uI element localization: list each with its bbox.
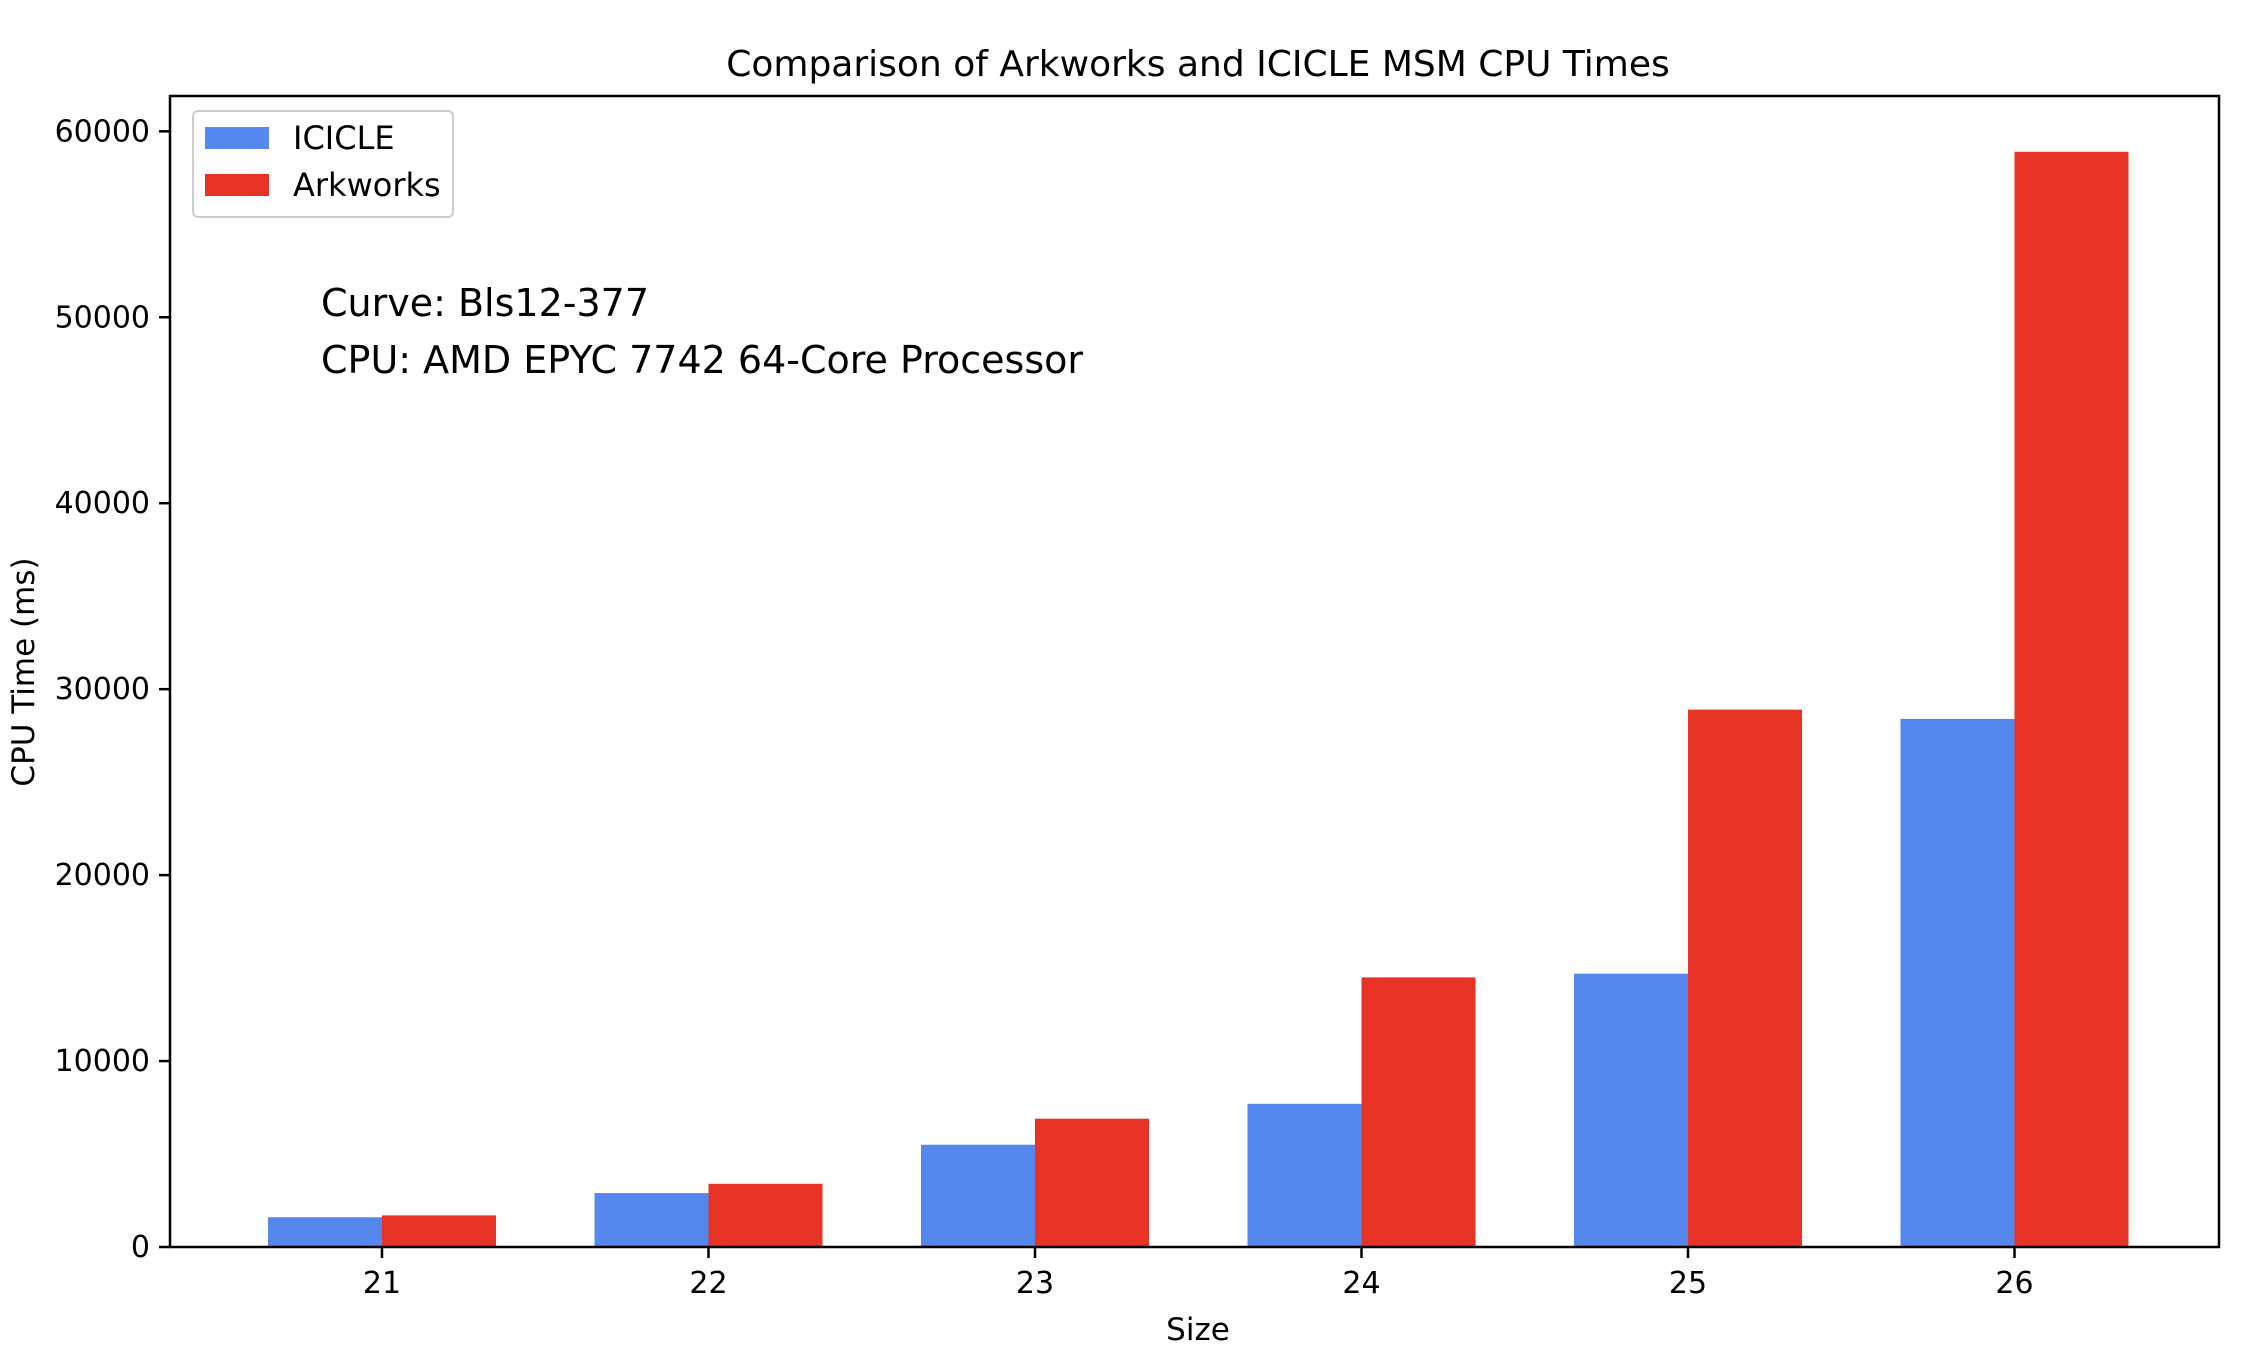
annotation-cpu: CPU: AMD EPYC 7742 64-Core Processor [321,338,1083,382]
x-tick-label: 22 [689,1266,727,1301]
y-tick-label: 0 [131,1230,150,1265]
bar-icicle-21 [268,1217,382,1247]
y-tick-label: 10000 [55,1044,150,1079]
bar-arkworks-21 [382,1215,496,1247]
y-tick-label: 60000 [55,114,150,149]
bar-icicle-26 [1900,718,2015,1247]
bar-arkworks-23 [1035,1118,1149,1247]
x-tick-label: 25 [1669,1266,1707,1301]
bar-icicle-23 [921,1144,1035,1247]
y-tick-label: 30000 [55,672,150,707]
legend-swatch-arkworks [205,174,269,196]
bar-icicle-24 [1247,1103,1362,1247]
x-axis-ticks: 21 22 23 24 25 26 [363,1247,2034,1301]
bar-arkworks-24 [1361,977,1476,1247]
legend: ICICLE Arkworks [192,110,454,218]
bar-arkworks-26 [2014,151,2129,1247]
legend-swatch-icicle [205,127,269,149]
bar-icicle-25 [1574,973,1688,1247]
legend-label-icicle: ICICLE [293,119,395,157]
y-tick-label: 40000 [55,486,150,521]
chart-title: Comparison of Arkworks and ICICLE MSM CP… [726,44,1670,85]
y-axis-label: CPU Time (ms) [6,557,42,786]
bars-group [268,151,2129,1247]
x-tick-label: 26 [1995,1266,2033,1301]
bar-icicle-22 [594,1193,709,1247]
x-axis-label: Size [1166,1312,1230,1348]
y-tick-label: 20000 [55,858,150,893]
plot-frame [168,94,2221,1249]
x-tick-label: 23 [1016,1266,1054,1301]
bar-arkworks-22 [708,1183,823,1247]
annotation-curve: Curve: Bls12-377 [321,281,649,325]
x-tick-label: 24 [1342,1266,1380,1301]
y-tick-label: 50000 [55,300,150,335]
legend-label-arkworks: Arkworks [293,166,441,204]
y-axis-ticks: 0 10000 20000 30000 40000 50000 60000 [55,114,170,1265]
bar-arkworks-25 [1688,709,1802,1247]
x-tick-label: 21 [363,1266,401,1301]
